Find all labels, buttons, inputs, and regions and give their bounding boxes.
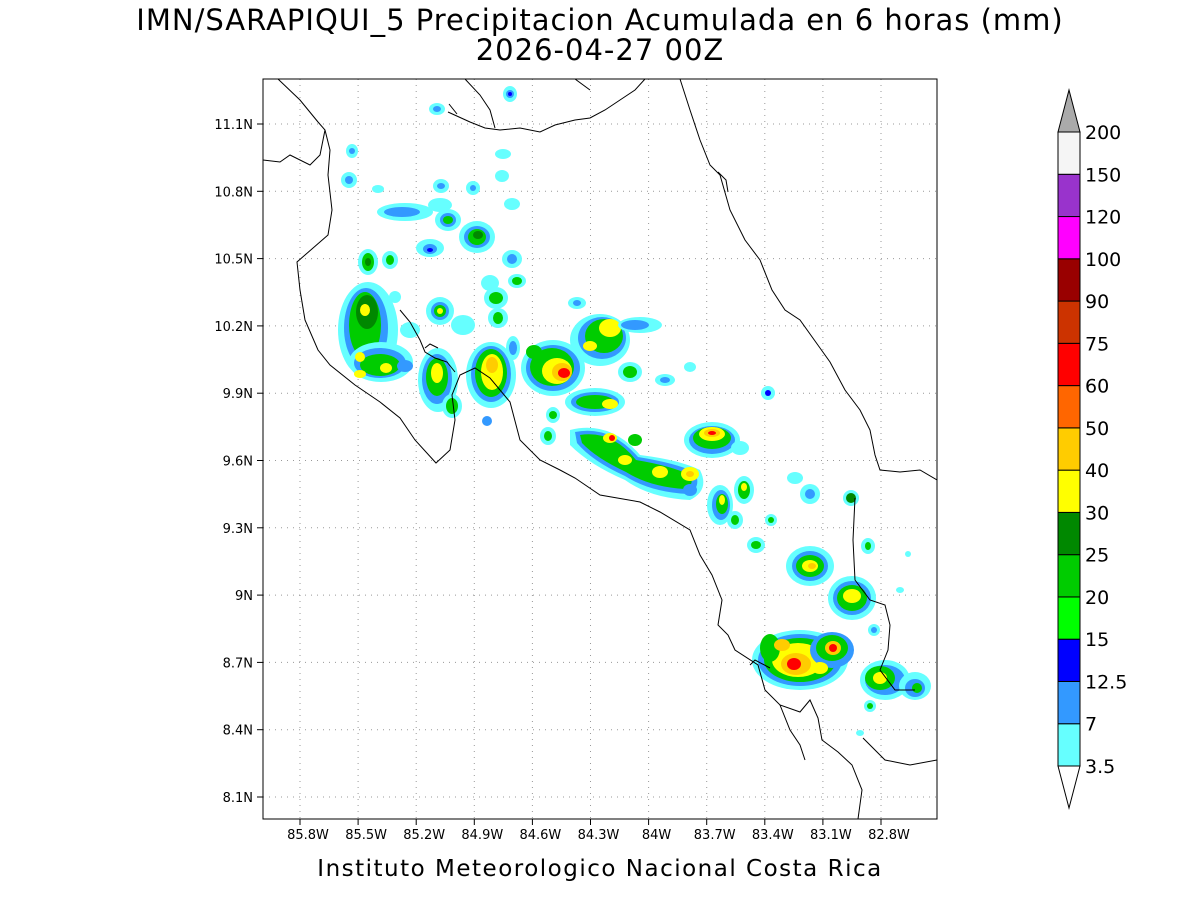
lon-tick-label: 84W: [642, 828, 672, 843]
colorbar-swatch: [1057, 300, 1081, 344]
colorbar-label: 7: [1085, 714, 1097, 736]
plot-frame: [262, 78, 938, 820]
precip-cell: [418, 348, 462, 418]
colorbar-label: 200: [1085, 122, 1121, 144]
colorbar-label: 75: [1085, 333, 1109, 355]
longitude-axis: 85.8W 85.5W 85.2W 84.9W 84.6W 84.3W 84W 83.7W 83…: [287, 819, 910, 843]
colorbar-swatch: [1057, 427, 1081, 471]
lat-tick-label: 8.1N: [223, 791, 253, 806]
precip-cell: [341, 86, 520, 210]
institution-footer: Instituto Meteorologico Nacional Costa R…: [317, 856, 883, 882]
colorbar-swatch: [1057, 723, 1081, 767]
colorbar-top-arrow: [1057, 88, 1081, 133]
lon-tick-label: 82.8W: [868, 828, 910, 843]
precip-cell: [338, 282, 420, 382]
colorbar-label: 20: [1085, 587, 1109, 609]
lon-tick-label: 83.7W: [694, 828, 736, 843]
colorbar-swatch: [1057, 638, 1081, 682]
lat-tick-label: 9.6N: [223, 455, 253, 470]
colorbar-swatch: [1057, 680, 1081, 725]
colorbar-swatch: [1057, 258, 1081, 302]
colorbar-label: 50: [1085, 418, 1109, 440]
colorbar-swatch: [1057, 216, 1081, 260]
lat-tick-label: 9N: [235, 589, 253, 604]
colorbar-label: 90: [1085, 291, 1109, 313]
lon-tick-label: 84.9W: [461, 828, 503, 843]
lat-tick-label: 10.5N: [214, 253, 253, 268]
lon-tick-label: 83.4W: [752, 828, 794, 843]
map-title: IMN/SARAPIQUI_5 Precipitacion Acumulada …: [136, 3, 1064, 37]
lat-tick-label: 11.1N: [214, 118, 253, 133]
map-subtitle-date: 2026-04-27 00Z: [475, 33, 725, 67]
precip-cell: [786, 546, 880, 636]
colorbar-label: 120: [1085, 207, 1121, 229]
precip-cell: [570, 427, 704, 500]
lon-tick-label: 83.1W: [810, 828, 852, 843]
lat-tick-label: 9.3N: [223, 522, 253, 537]
colorbar-label: 60: [1085, 376, 1109, 398]
colorbar-swatch: [1057, 469, 1081, 513]
colorbar-swatch: [1057, 554, 1081, 598]
precip-cell: [568, 297, 662, 382]
colorbar-label: 12.5: [1085, 671, 1127, 693]
precip-cell: [358, 198, 526, 291]
precip-cell: [521, 340, 585, 396]
lon-tick-label: 84.6W: [519, 828, 561, 843]
lat-tick-label: 9.9N: [223, 387, 253, 402]
colorbar-swatch: [1057, 596, 1081, 640]
latitude-axis: 11.1N 10.8N 10.5N 10.2N 9.9N 9.6N 9.3N 9N 8.7N 8.…: [214, 118, 263, 806]
colorbar-swatch: [1057, 511, 1081, 556]
precip-cell: [683, 422, 911, 557]
lat-tick-label: 8.7N: [223, 656, 253, 671]
colorbar-label: 40: [1085, 460, 1109, 482]
colorbar-bottom-arrow: [1057, 765, 1081, 810]
colorbar-legend: 3.5 7 12.5 15 20 25 30 40 50 60 75 90 100 120 150 200: [1057, 88, 1127, 810]
lon-tick-label: 85.2W: [403, 828, 445, 843]
lat-tick-label: 8.4N: [223, 724, 253, 739]
precip-cell: [540, 362, 775, 445]
lon-tick-label: 84.3W: [578, 828, 620, 843]
coastline-borders: [263, 79, 937, 819]
precip-cell: [752, 630, 854, 690]
colorbar-label: 3.5: [1085, 756, 1115, 778]
colorbar-swatch: [1057, 385, 1081, 429]
colorbar-label: 150: [1085, 164, 1121, 186]
colorbar-label: 30: [1085, 502, 1109, 524]
lon-tick-label: 85.8W: [287, 828, 329, 843]
lat-tick-label: 10.8N: [214, 185, 253, 200]
colorbar-swatch: [1057, 131, 1081, 175]
lon-tick-label: 85.5W: [345, 828, 387, 843]
precip-cell: [466, 342, 516, 408]
colorbar-swatch: [1057, 342, 1081, 387]
colorbar-label: 100: [1085, 249, 1121, 271]
colorbar-swatch: [1057, 173, 1081, 218]
precipitation-field: [338, 86, 931, 736]
precip-cell: [426, 287, 520, 426]
lat-tick-label: 10.2N: [214, 320, 253, 335]
colorbar-label: 15: [1085, 629, 1109, 651]
colorbar-label: 25: [1085, 545, 1109, 567]
